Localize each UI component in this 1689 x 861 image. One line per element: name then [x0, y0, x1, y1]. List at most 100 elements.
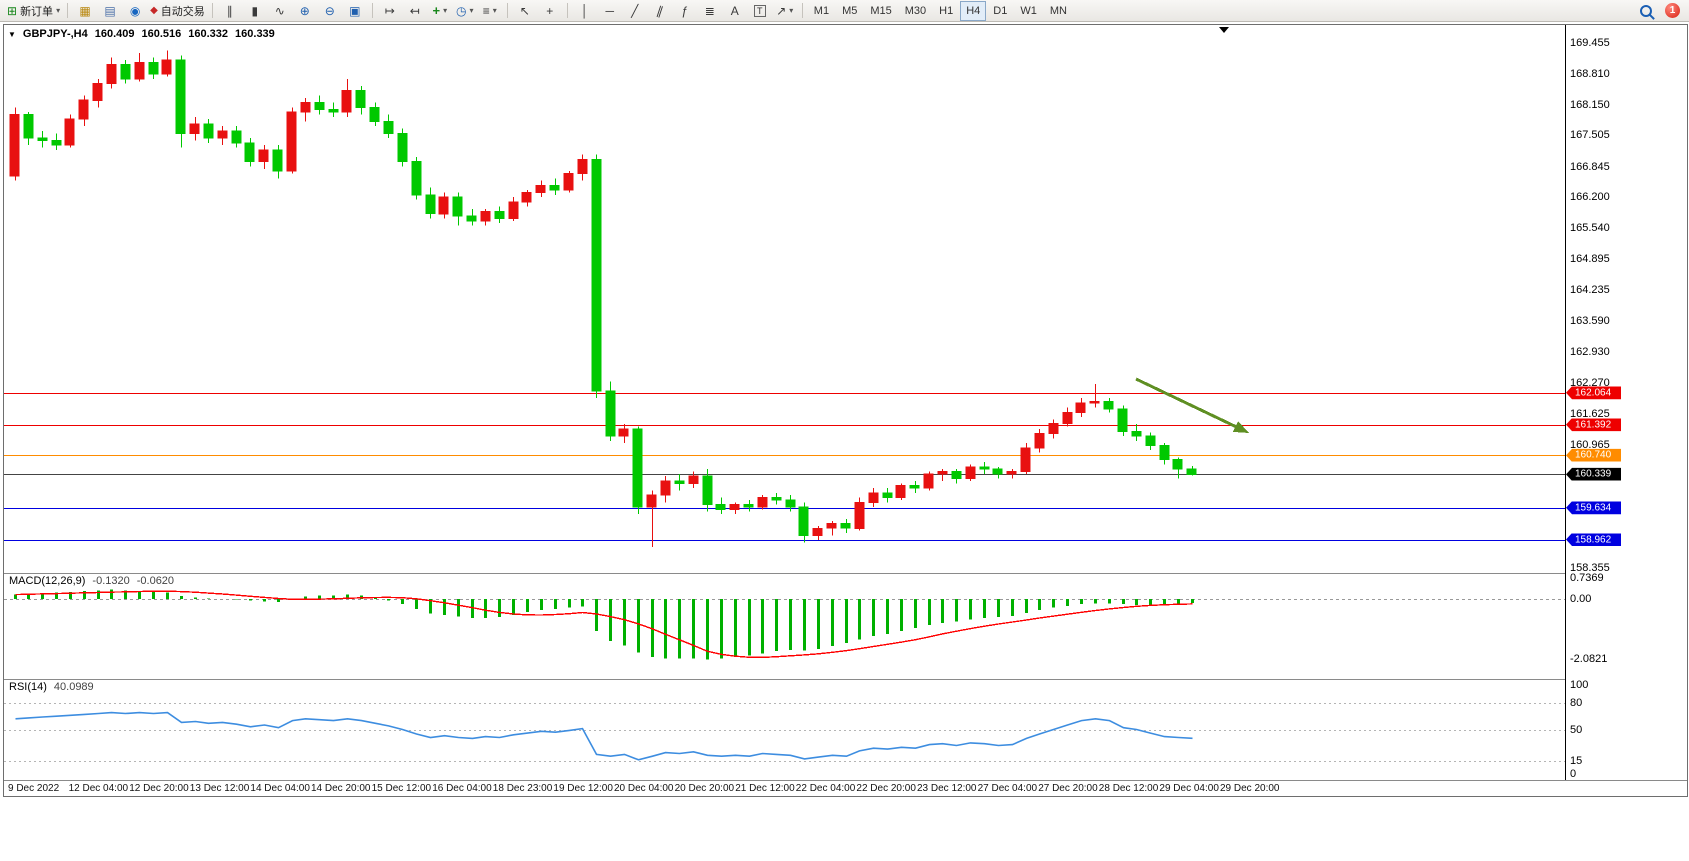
- time-axis[interactable]: 9 Dec 2022 12 Dec 04:00 12 Dec 20:00 13 Dec…: [4, 780, 1687, 797]
- zoom-out-button[interactable]: ⊖: [318, 2, 342, 20]
- time-axis-label: 28 Dec 12:00: [1098, 783, 1159, 794]
- candle-body: [1131, 430, 1142, 437]
- line-chart-button[interactable]: ∿: [268, 2, 292, 20]
- chart-info-line: ▼ GBPJPY-,H4 160.409 160.516 160.332 160…: [8, 28, 275, 40]
- scroll-end-marker[interactable]: [1219, 27, 1229, 33]
- price-tag[interactable]: 159.634: [1566, 501, 1621, 515]
- time-axis-label: 12 Dec 20:00: [129, 783, 189, 794]
- rsi-axis-label: 0: [1570, 768, 1577, 780]
- text-button[interactable]: A: [723, 2, 747, 20]
- zoom-out-icon: ⊖: [324, 3, 335, 18]
- candle-body: [1172, 459, 1183, 470]
- new-order-icon: ⊞: [7, 3, 18, 18]
- crosshair-button[interactable]: +: [538, 2, 562, 20]
- macd-pane[interactable]: [4, 573, 1565, 679]
- chart-shift-button[interactable]: ↤: [403, 2, 427, 20]
- chart-shift-icon: ↤: [409, 3, 420, 18]
- arrows-tool-button[interactable]: ↗ ▾: [773, 2, 797, 20]
- rsi-value: 40.0989: [53, 681, 94, 693]
- candle-body: [965, 466, 976, 480]
- text-label-button[interactable]: T: [748, 2, 772, 20]
- candlestick-chart[interactable]: [4, 25, 1565, 573]
- indicators-button[interactable]: + ▾: [428, 2, 452, 20]
- cursor-button[interactable]: ↖: [513, 2, 537, 20]
- templates-button[interactable]: ≡ ▾: [478, 2, 502, 20]
- candle-body: [1048, 422, 1059, 435]
- timeframe-m1-button[interactable]: M1: [813, 4, 830, 17]
- timeframe-mn-button[interactable]: MN: [1049, 4, 1067, 17]
- bar-chart-button[interactable]: ∥: [218, 2, 242, 20]
- shapes-button[interactable]: ≣: [698, 2, 722, 20]
- timeframe-m5-button[interactable]: M5: [842, 4, 858, 17]
- trend-arrow-annotation[interactable]: [1135, 377, 1237, 428]
- channel-button[interactable]: ∥: [648, 2, 672, 20]
- trendline-button[interactable]: ╱: [623, 2, 647, 20]
- candle-body: [148, 61, 159, 75]
- price-tag[interactable]: 158.962: [1566, 533, 1621, 546]
- toolbar-separator: [801, 3, 803, 18]
- timeframe-h1-button[interactable]: H1: [939, 4, 954, 17]
- candle-body: [369, 106, 380, 123]
- price-axis[interactable]: 169.455 168.810 168.150 167.505 166.845 166.2…: [1565, 25, 1687, 780]
- candle-body: [909, 485, 920, 489]
- time-axis-label: 20 Dec 20:00: [674, 783, 735, 794]
- line-chart-icon: ∿: [274, 3, 285, 18]
- candle-body: [383, 121, 394, 134]
- scroll-to-end-button[interactable]: ↦: [378, 2, 402, 20]
- timeframe-d1-button[interactable]: D1: [993, 4, 1008, 17]
- time-axis-label: 19 Dec 12:00: [553, 783, 613, 794]
- candlestick-chart-button[interactable]: ▮: [243, 2, 267, 20]
- notification-badge[interactable]: 1: [1665, 3, 1680, 18]
- vertical-line-button[interactable]: │: [573, 2, 597, 20]
- candle-body: [78, 99, 89, 120]
- time-axis-label: 13 Dec 12:00: [189, 783, 250, 794]
- data-window-button[interactable]: ◉: [123, 2, 147, 20]
- rsi-pane[interactable]: [4, 679, 1565, 780]
- price-tag[interactable]: 160.339: [1566, 467, 1621, 481]
- timeframe-w1-button[interactable]: W1: [1020, 4, 1037, 17]
- timeframe-m30-button[interactable]: M30: [904, 4, 927, 17]
- price-chart-pane[interactable]: ▼ GBPJPY-,H4 160.409 160.516 160.332 160…: [4, 25, 1565, 573]
- pane-separator[interactable]: [4, 679, 1687, 680]
- channel-icon: ∥: [654, 2, 665, 19]
- autotrading-button[interactable]: ◆ 自动交易: [148, 2, 207, 20]
- price-axis-label: 166.200: [1570, 191, 1610, 204]
- candle-body: [715, 504, 726, 510]
- toolbar-separator: [506, 3, 508, 18]
- price-tag[interactable]: 161.392: [1566, 418, 1621, 432]
- timeframe-h4-button[interactable]: H4: [960, 0, 987, 21]
- time-axis-label: 21 Dec 12:00: [735, 783, 795, 794]
- pane-separator[interactable]: [4, 573, 1687, 574]
- candle-body: [979, 466, 990, 470]
- fibonacci-icon: ƒ: [681, 3, 689, 18]
- candle-body: [203, 123, 214, 139]
- search-button[interactable]: [1634, 2, 1658, 20]
- time-axis-label: 29 Dec 20:00: [1220, 783, 1280, 794]
- periods-button[interactable]: ◷ ▾: [453, 2, 477, 20]
- rsi-label: RSI(14) 40.0989: [9, 681, 94, 693]
- candle-body: [258, 149, 269, 163]
- chevron-down-icon: ▾: [789, 6, 794, 15]
- candle-body: [161, 59, 172, 75]
- charts-button[interactable]: ▦: [73, 2, 97, 20]
- candle-body: [355, 90, 366, 108]
- profiles-button[interactable]: ▤: [98, 2, 122, 20]
- candle-body: [438, 196, 449, 215]
- candle-body: [826, 523, 837, 529]
- price-tag[interactable]: 160.740: [1566, 448, 1621, 462]
- horizontal-line-button[interactable]: ─: [598, 2, 622, 20]
- candle-body: [812, 527, 823, 536]
- tile-windows-button[interactable]: ▣: [343, 2, 367, 20]
- candle-body: [577, 158, 588, 175]
- candle-body: [452, 196, 463, 217]
- chart-dropdown-icon[interactable]: ▼: [8, 29, 16, 39]
- candle-body: [785, 499, 796, 508]
- new-order-button[interactable]: ⊞ 新订单 ▾: [5, 2, 62, 20]
- price-tag[interactable]: 162.064: [1566, 386, 1621, 400]
- zoom-in-button[interactable]: ⊕: [293, 2, 317, 20]
- timeframe-m15-button[interactable]: M15: [870, 4, 892, 17]
- fibonacci-button[interactable]: ƒ: [673, 2, 697, 20]
- candle-body: [231, 130, 242, 144]
- chevron-down-icon: ▾: [443, 6, 448, 15]
